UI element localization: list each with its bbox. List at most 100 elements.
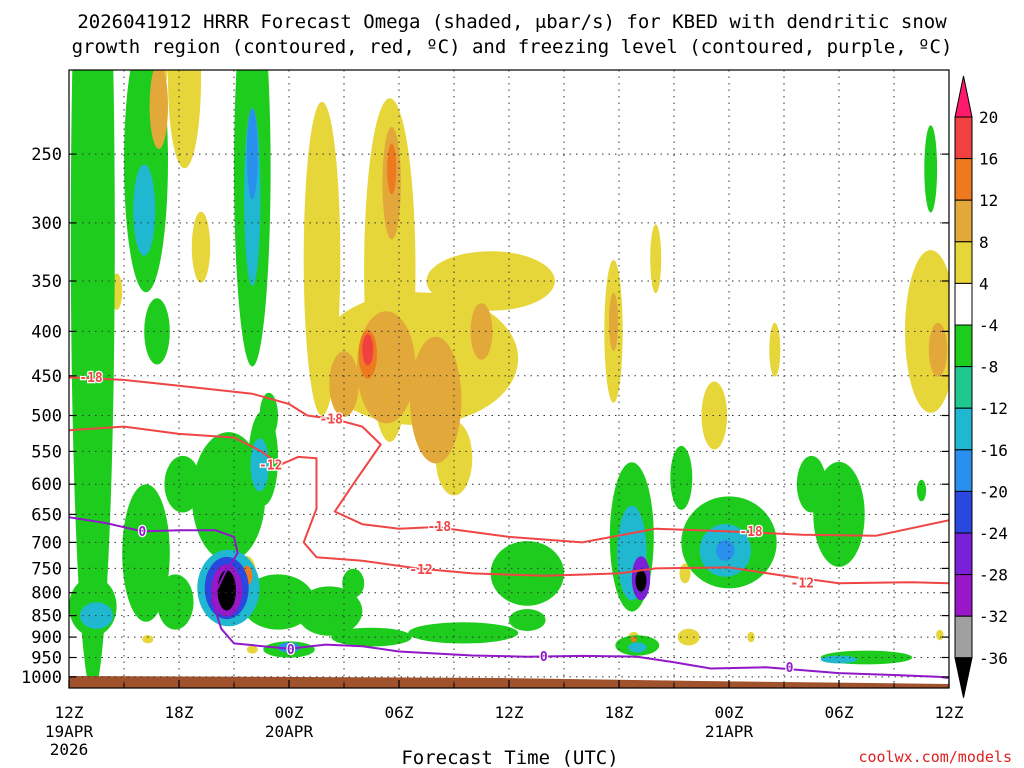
y-tick-label-850: 850 xyxy=(31,607,62,627)
gridlines xyxy=(69,70,949,688)
contour-lines: -18 -18 -18 -18 -12 -12 -12 0 0 0 0 xyxy=(69,370,949,679)
y-tick-label-300: 300 xyxy=(31,214,62,234)
dgz-contour-0-label-1: -18 xyxy=(319,413,343,428)
x-tick-date-36: 21APR xyxy=(705,722,754,741)
omega-region-11 xyxy=(701,381,728,450)
colorbar-label-8: -16 xyxy=(979,441,1008,460)
x-tick-label-18: 06Z xyxy=(385,703,414,722)
omega-region-58 xyxy=(924,125,938,213)
x-tick-label-42: 06Z xyxy=(825,703,854,722)
omega-region-30 xyxy=(329,351,359,417)
y-tick-label-950: 950 xyxy=(31,649,62,669)
omega-region-37 xyxy=(157,574,194,630)
omega-region-80 xyxy=(635,569,647,592)
freezing-contour-0-label-3: 0 xyxy=(786,661,794,676)
omega-region-55 xyxy=(796,455,827,513)
dgz-contour-1-label-0: -12 xyxy=(259,458,282,473)
colorbar-box-1 xyxy=(954,158,973,201)
omega-region-16 xyxy=(246,645,258,654)
colorbar-label-4: 4 xyxy=(979,274,989,293)
colorbar-label-10: -24 xyxy=(979,524,1008,543)
colorbar: 20 16 12 8 4 -4 -8 -12 -16 -20 -24 -28 -32 -36 xyxy=(954,75,1008,698)
colorbar-label-0: 20 xyxy=(979,108,998,127)
omega-region-75 xyxy=(716,539,735,561)
x-tick-year-0: 2026 xyxy=(50,740,89,759)
x-tick-label-36: 00Z xyxy=(715,703,744,722)
chart-title-line1: 2026041912 HRRR Forecast Omega (shaded, … xyxy=(77,11,947,33)
omega-region-46 xyxy=(331,627,412,647)
omega-region-79 xyxy=(217,570,236,611)
colorbar-label-12: -32 xyxy=(979,607,1008,626)
omega-region-29 xyxy=(410,336,462,464)
omega-region-45 xyxy=(342,568,365,598)
x-tick-date-12: 20APR xyxy=(265,722,314,741)
omega-region-24 xyxy=(144,298,170,365)
dgz-contour-0-label-0: -18 xyxy=(79,371,103,386)
omega-region-7 xyxy=(426,251,555,311)
y-tick-label-750: 750 xyxy=(31,559,62,579)
omega-region-49 xyxy=(509,609,546,631)
omega-region-21 xyxy=(936,629,944,641)
dgz-contour-1-line xyxy=(69,425,949,585)
colorbar-label-1: 16 xyxy=(979,150,998,169)
omega-region-33 xyxy=(928,322,948,377)
omega-region-54 xyxy=(813,461,865,567)
colorbar-label-7: -12 xyxy=(979,399,1008,418)
freezing-contour-0-label-0: 0 xyxy=(138,525,146,540)
omega-region-67 xyxy=(628,642,647,653)
omega-region-2 xyxy=(191,211,211,283)
chart-title-line2: growth region (contoured, red, ºC) and f… xyxy=(72,36,953,58)
omega-region-44 xyxy=(296,586,363,636)
colorbar-label-2: 12 xyxy=(979,191,998,210)
omega-region-48 xyxy=(490,541,564,606)
y-tick-label-450: 450 xyxy=(31,367,62,387)
omega-region-52 xyxy=(670,445,693,510)
x-tick-label-0: 12Z xyxy=(55,703,84,722)
y-tick-label-700: 700 xyxy=(31,533,62,553)
colorbar-box-11 xyxy=(954,574,973,617)
omega-region-32 xyxy=(608,292,619,351)
omega-region-35 xyxy=(80,482,106,603)
dgz-contour-0-line xyxy=(69,376,949,544)
y-tick-label-500: 500 xyxy=(31,407,62,427)
omega-region-47 xyxy=(408,622,519,644)
x-tick-label-6: 18Z xyxy=(165,703,194,722)
omega-region-12 xyxy=(769,322,781,377)
colorbar-box-6 xyxy=(954,366,973,409)
omega-region-20 xyxy=(747,631,755,643)
colorbar-box-12 xyxy=(954,615,973,659)
colorbar-box-7 xyxy=(954,407,973,451)
y-tick-label-350: 350 xyxy=(31,272,62,292)
colorbar-box-8 xyxy=(954,449,973,492)
dgz-contour-0-label-3: -18 xyxy=(739,525,763,540)
colorbar-box-0 xyxy=(954,116,973,160)
colorbar-label-9: -20 xyxy=(979,482,1008,501)
omega-region-39 xyxy=(191,432,266,562)
x-tick-date-0: 19APR xyxy=(45,722,94,741)
omega-region-18 xyxy=(677,628,700,646)
colorbar-box-5 xyxy=(954,324,973,368)
credit-text: coolwx.com/models xyxy=(858,748,1012,766)
freezing-contour-0-label-1: 0 xyxy=(287,643,295,658)
omega-region-71 xyxy=(630,636,637,643)
omega-region-73 xyxy=(362,334,374,366)
colorbar-label-5: -4 xyxy=(979,316,998,335)
dgz-contour-1-label-1: -12 xyxy=(409,563,432,578)
y-tick-label-400: 400 xyxy=(31,322,62,342)
omega-region-43 xyxy=(259,392,278,439)
y-tick-label-650: 650 xyxy=(31,505,62,525)
y-tick-label-900: 900 xyxy=(31,628,62,648)
y-tick-label-250: 250 xyxy=(31,145,62,165)
omega-region-57 xyxy=(916,479,927,502)
colorbar-label-13: -36 xyxy=(979,649,1008,668)
omega-region-61 xyxy=(387,143,397,195)
x-axis-label: Forecast Time (UTC) xyxy=(401,747,618,768)
colorbar-top-arrow xyxy=(954,75,973,118)
x-tick-label-48: 12Z xyxy=(935,703,964,722)
colorbar-label-6: -8 xyxy=(979,358,998,377)
colorbar-box-2 xyxy=(954,199,973,243)
x-tick-label-30: 18Z xyxy=(605,703,634,722)
pressure-axis: 2503003504004505005506006507007508008509… xyxy=(21,145,949,688)
